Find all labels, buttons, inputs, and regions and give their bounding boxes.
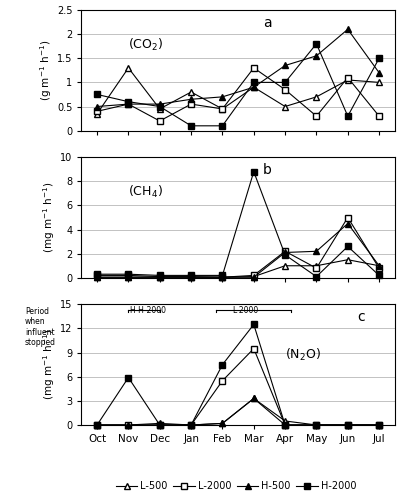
Y-axis label: (g m$^{-1}$ h$^{-1}$): (g m$^{-1}$ h$^{-1}$) bbox=[38, 40, 54, 101]
Text: b: b bbox=[263, 163, 272, 177]
Text: c: c bbox=[357, 310, 365, 324]
Text: H H-2000: H H-2000 bbox=[130, 306, 166, 316]
Text: a: a bbox=[263, 16, 272, 30]
Legend: L-500, L-2000, H-500, H-2000: L-500, L-2000, H-500, H-2000 bbox=[112, 478, 360, 495]
Y-axis label: (mg m$^{-1}$ h$^{-1}$): (mg m$^{-1}$ h$^{-1}$) bbox=[42, 329, 57, 400]
Text: (N$_2$O): (N$_2$O) bbox=[285, 346, 321, 362]
Text: (CO$_2$): (CO$_2$) bbox=[129, 36, 164, 52]
Text: (CH$_4$): (CH$_4$) bbox=[129, 184, 163, 200]
Y-axis label: (mg m$^{-1}$ h$^{-1}$): (mg m$^{-1}$ h$^{-1}$) bbox=[42, 182, 57, 253]
Text: L-2000: L-2000 bbox=[232, 306, 258, 316]
Text: Period
when
influent
stopped: Period when influent stopped bbox=[25, 307, 56, 347]
